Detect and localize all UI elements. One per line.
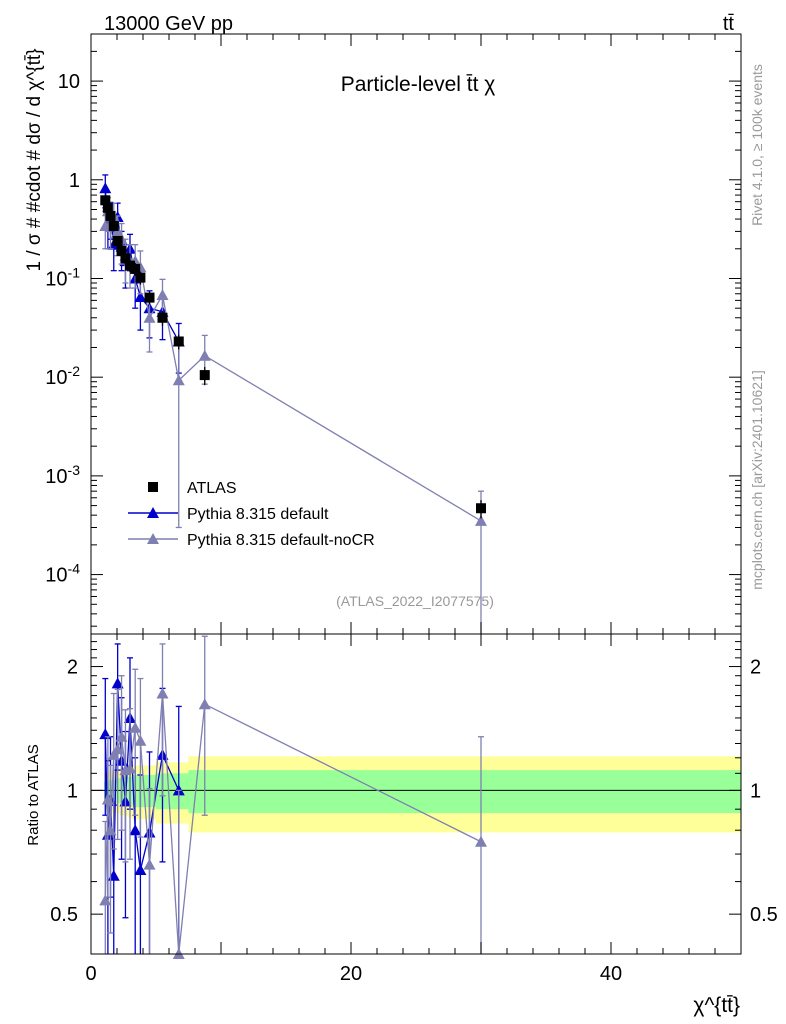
- y-tick-label: 10: [58, 71, 80, 93]
- atlas-point: [100, 195, 111, 206]
- ratio-nocr-point: [134, 734, 147, 746]
- series-nocr-point: [198, 349, 211, 361]
- atlas-point: [112, 235, 123, 246]
- series-default-point: [99, 182, 112, 194]
- y-axis-label: 1 / σ # #cdot # dσ / d χ^{tt̄}: [24, 49, 45, 272]
- legend-atlas-marker: [148, 482, 158, 492]
- ratio-default-point: [99, 728, 112, 740]
- rivet-label: Rivet 4.1.0, ≥ 100k events: [749, 64, 765, 226]
- series-nocr-point: [172, 374, 185, 386]
- series-nocr-point: [156, 289, 169, 301]
- atlas-point: [199, 370, 210, 381]
- ratio-nocr-point: [99, 894, 112, 906]
- atlas-point: [173, 336, 184, 347]
- legend-atlas-label: ATLAS: [187, 480, 237, 497]
- atlas-point: [125, 260, 135, 271]
- process-label: tt̄: [723, 13, 735, 35]
- ratio-nocr-point: [111, 743, 124, 755]
- legend-nocr-label: Pythia 8.315 default-noCR: [187, 532, 375, 549]
- plot-title: Particle-level t̄t χ: [341, 73, 496, 96]
- ratio-nocr-point: [129, 721, 142, 733]
- series-nocr-line: [104, 211, 482, 522]
- axes: 0 20 40 10 1 10-1 10-2 10-3 10-4 2 2 1 1 0.5 0.5: [45, 33, 778, 985]
- legend-default-marker: [147, 507, 159, 518]
- ratio-default-point: [111, 677, 124, 689]
- ratio-tick-label-left: 1: [67, 780, 78, 802]
- atlas-point: [135, 272, 146, 283]
- atlas-point: [144, 292, 155, 303]
- atlas-point: [108, 221, 119, 232]
- x-axis-label: χ^{tt̄}: [693, 994, 740, 1017]
- ratio-tick-label-left: 0.5: [50, 904, 78, 926]
- atlas-point: [476, 503, 486, 514]
- ratio-default-point: [107, 869, 120, 881]
- ratio-nocr-point: [115, 730, 128, 742]
- ratio-nocr-point: [156, 687, 169, 699]
- y-tick-label: 10-1: [45, 264, 80, 290]
- ratio-default-point: [129, 824, 142, 836]
- atlas-point: [157, 312, 168, 323]
- ratio-tick-label-left: 2: [67, 657, 78, 679]
- ratio-default-point: [134, 864, 147, 876]
- ratio-axis-label: Ratio to ATLAS: [25, 744, 42, 845]
- series-default-point: [134, 290, 147, 302]
- y-tick-label: 10-2: [45, 363, 80, 389]
- ratio-panel: [91, 635, 741, 959]
- legend-default-label: Pythia 8.315 default: [187, 506, 329, 523]
- atlas-point: [120, 253, 131, 264]
- ratio-nocr-point: [198, 698, 211, 710]
- ratio-tick-label-right: 1: [750, 780, 761, 802]
- series-nocr-point: [475, 514, 487, 526]
- ratio-tick-label-right: 2: [750, 657, 761, 679]
- x-tick-label: 0: [85, 963, 96, 985]
- legend: ATLAS Pythia 8.315 default Pythia 8.315 …: [128, 480, 375, 549]
- ratio-nocr-point: [107, 748, 120, 760]
- ratio-nocr-point: [143, 858, 156, 870]
- atlas-point: [116, 245, 127, 256]
- energy-label: 13000 GeV pp: [104, 13, 233, 35]
- y-tick-label: 10-3: [45, 462, 80, 488]
- y-tick-label: 1: [69, 170, 80, 192]
- ratio-nocr-point: [475, 835, 487, 847]
- ratio-tick-label-right: 0.5: [750, 904, 778, 926]
- y-tick-label: 10-4: [45, 561, 80, 587]
- x-tick-label: 40: [600, 963, 622, 985]
- atlas-point: [130, 263, 141, 274]
- atlas-point: [105, 210, 116, 221]
- analysis-watermark: (ATLAS_2022_I2077575): [336, 593, 494, 609]
- ratio-nocr-point: [124, 762, 136, 774]
- atlas-point: [102, 202, 113, 213]
- main-panel: [99, 174, 487, 634]
- legend-nocr-marker: [147, 533, 159, 544]
- mcplots-label: mcplots.cern.ch [arXiv:2401.10621]: [749, 370, 765, 589]
- ratio-frame: [90, 633, 742, 955]
- series-nocr-point: [143, 311, 156, 323]
- x-tick-label: 20: [340, 963, 362, 985]
